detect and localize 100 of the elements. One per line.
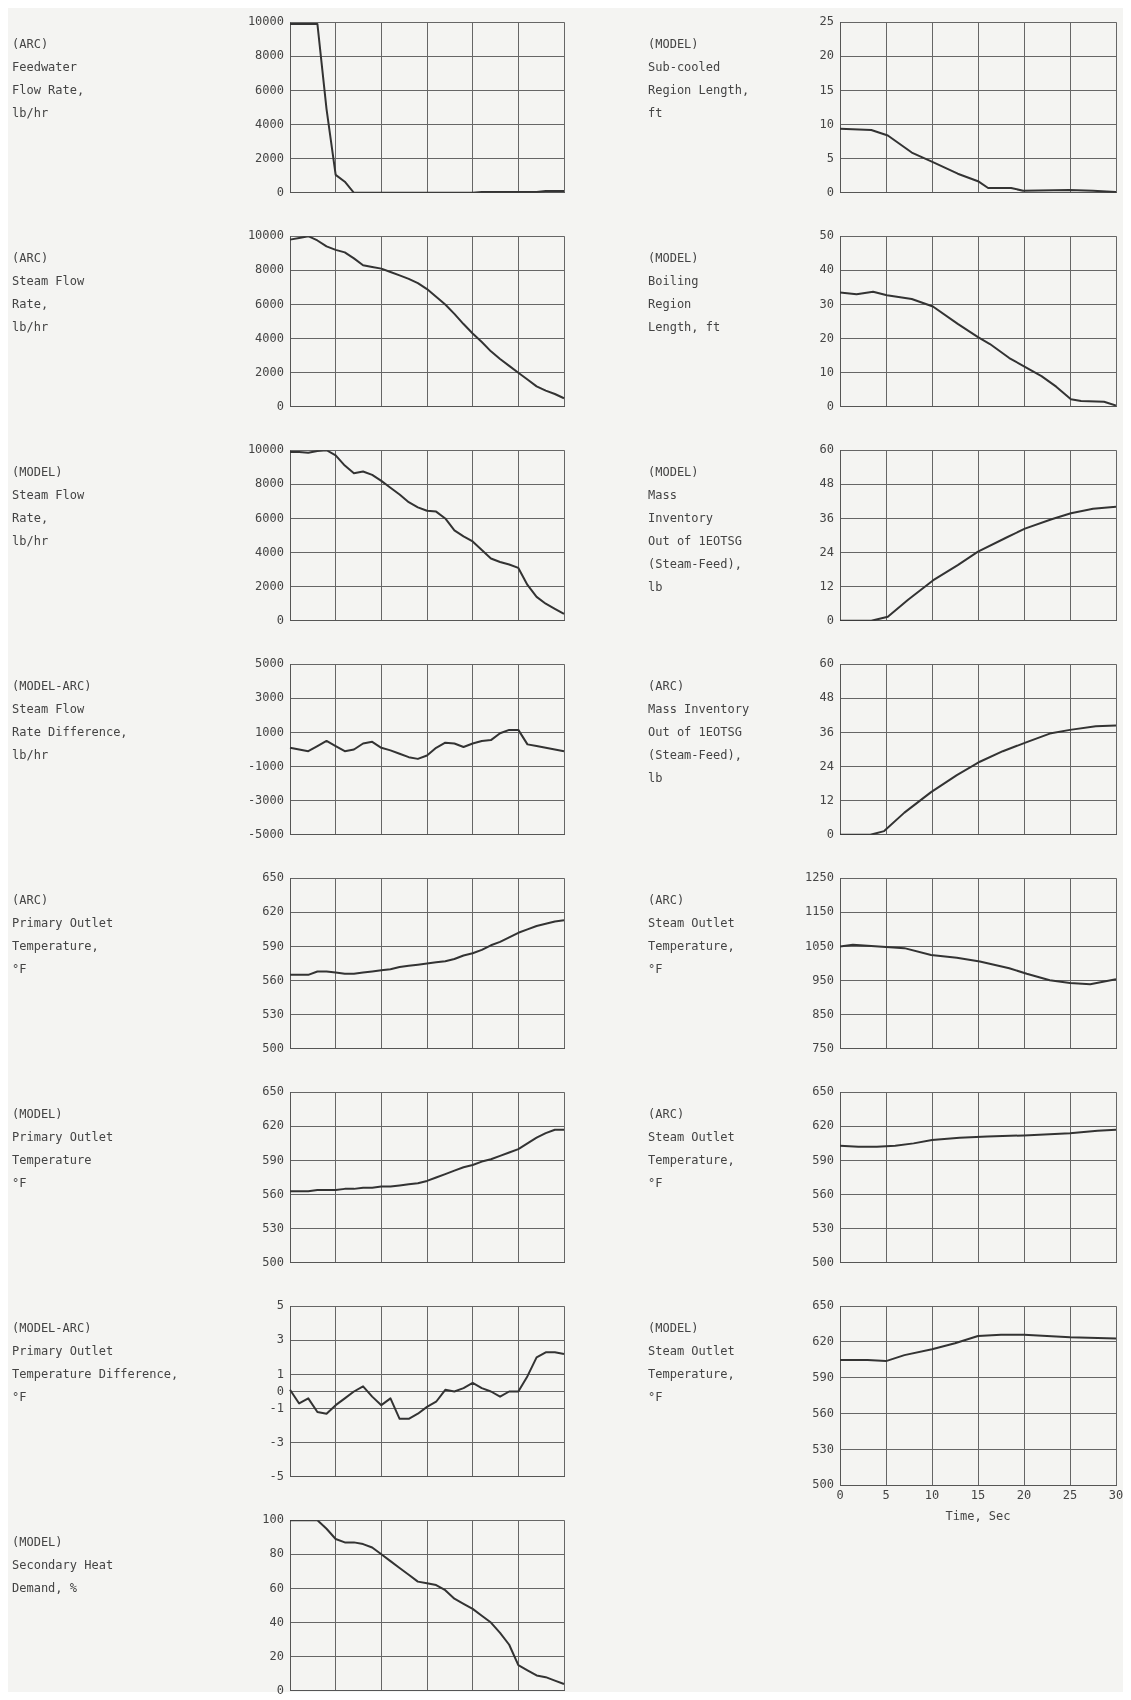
y-tick-label: 10000 (247, 442, 284, 457)
y-tick-label: 750 (812, 1040, 834, 1055)
y-tick-label: 0 (826, 184, 834, 199)
y-tick-label: 530 (812, 1220, 834, 1235)
y-tick-label: 8000 (255, 48, 284, 63)
y-tick-label: 650 (262, 870, 284, 885)
y-tick-label: 25 (819, 14, 834, 29)
y-tick-label: 40 (269, 1614, 284, 1629)
y-tick-label: 620 (262, 1118, 284, 1133)
y-tick-label: -3000 (247, 792, 284, 807)
y-tick-label: 30 (819, 296, 834, 311)
y-tick-label: 500 (812, 1477, 834, 1492)
y-tick-label: 24 (819, 544, 834, 559)
y-tick-label: 12 (819, 792, 834, 807)
y-tick-label: 60 (269, 1580, 284, 1595)
y-tick-label: 560 (812, 1405, 834, 1420)
y-axis-title: (MODEL-ARC) Steam Flow Rate Difference, lb/hr (12, 678, 129, 764)
y-axis-title: (MODEL) Mass Inventory Out of 1EOTSG (Steam-Feed), lb (648, 464, 743, 596)
y-axis-title: (MODEL) Boiling Region Length, ft (648, 250, 722, 336)
y-tick-label: 620 (262, 904, 284, 919)
y-tick-label: 12 (819, 578, 834, 593)
y-tick-label: 850 (812, 1006, 834, 1021)
y-tick-label: 3000 (255, 690, 284, 705)
y-tick-label: 10000 (247, 228, 284, 243)
y-tick-label: 1 (276, 1366, 284, 1381)
x-tick-label: 20 (1016, 1487, 1032, 1502)
y-tick-label: 2000 (255, 578, 284, 593)
y-tick-label: 0 (826, 398, 834, 413)
y-axis-title: (MODEL) Steam Outlet Temperature, °F (648, 1320, 736, 1406)
y-tick-label: 24 (819, 758, 834, 773)
y-tick-label: 5000 (255, 656, 284, 671)
y-axis-title: (ARC) Primary Outlet Temperature, °F (12, 892, 115, 978)
y-tick-label: 530 (262, 1006, 284, 1021)
y-tick-label: 3 (276, 1332, 284, 1347)
y-tick-label: 530 (812, 1441, 834, 1456)
y-tick-label: -1 (269, 1400, 284, 1415)
y-tick-label: 560 (262, 972, 284, 987)
y-tick-label: 650 (812, 1298, 834, 1313)
x-tick-label: 5 (882, 1487, 890, 1502)
x-tick-label: 15 (970, 1487, 986, 1502)
y-tick-label: 620 (812, 1334, 834, 1349)
y-tick-label: 60 (819, 656, 834, 671)
y-tick-label: 0 (826, 826, 834, 841)
y-tick-label: 20 (819, 48, 834, 63)
x-tick-label: 25 (1062, 1487, 1078, 1502)
y-tick-label: 2000 (255, 364, 284, 379)
y-tick-label: 0 (826, 612, 834, 627)
y-tick-label: 36 (819, 724, 834, 739)
y-tick-label: 590 (812, 1152, 834, 1167)
y-axis-title: (MODEL) Sub-cooled Region Length, ft (648, 36, 751, 122)
y-axis-title: (ARC) Steam Flow Rate, lb/hr (12, 250, 86, 336)
y-tick-label: 500 (262, 1254, 284, 1269)
y-axis-title: (MODEL) Steam Flow Rate, lb/hr (12, 464, 86, 550)
y-tick-label: -5 (269, 1468, 284, 1483)
y-tick-label: 950 (812, 972, 834, 987)
y-tick-label: 20 (819, 330, 834, 345)
y-tick-label: -1000 (247, 758, 284, 773)
y-tick-label: 40 (819, 262, 834, 277)
y-axis-title: (ARC) Steam Outlet Temperature, °F (648, 892, 736, 978)
y-tick-label: 50 (819, 228, 834, 243)
y-tick-label: 4000 (255, 116, 284, 131)
y-tick-label: 0 (276, 1383, 284, 1398)
x-tick-label: 0 (836, 1487, 844, 1502)
y-tick-label: 0 (276, 1682, 284, 1697)
y-tick-label: 48 (819, 476, 834, 491)
x-axis-title: Time, Sec (945, 1508, 1011, 1523)
y-tick-label: 10000 (247, 14, 284, 29)
y-tick-label: 560 (262, 1186, 284, 1201)
y-tick-label: 1050 (805, 938, 834, 953)
y-tick-label: -5000 (247, 826, 284, 841)
y-tick-label: 500 (262, 1040, 284, 1055)
y-axis-title: (MODEL) Secondary Heat Demand, % (12, 1534, 115, 1597)
y-tick-label: 20 (269, 1648, 284, 1663)
y-tick-label: 10 (819, 116, 834, 131)
y-tick-label: 590 (262, 1152, 284, 1167)
y-tick-label: 6000 (255, 82, 284, 97)
y-axis-title: (MODEL) Primary Outlet Temperature °F (12, 1106, 115, 1192)
x-tick-label: 30 (1108, 1487, 1124, 1502)
y-tick-label: 5 (826, 150, 834, 165)
y-tick-label: 8000 (255, 262, 284, 277)
y-tick-label: 500 (812, 1254, 834, 1269)
y-tick-label: -3 (269, 1434, 284, 1449)
y-tick-label: 4000 (255, 544, 284, 559)
y-tick-label: 1250 (805, 870, 834, 885)
y-tick-label: 1150 (805, 904, 834, 919)
y-tick-label: 60 (819, 442, 834, 457)
y-axis-title: (ARC) Feedwater Flow Rate, lb/hr (12, 36, 86, 122)
y-tick-label: 36 (819, 510, 834, 525)
y-tick-label: 6000 (255, 296, 284, 311)
y-tick-label: 620 (812, 1118, 834, 1133)
y-tick-label: 0 (276, 398, 284, 413)
x-tick-label: 10 (924, 1487, 940, 1502)
y-tick-label: 650 (262, 1084, 284, 1099)
y-tick-label: 590 (262, 938, 284, 953)
y-tick-label: 2000 (255, 150, 284, 165)
y-tick-label: 0 (276, 612, 284, 627)
y-tick-label: 100 (262, 1512, 284, 1527)
y-tick-label: 48 (819, 690, 834, 705)
y-axis-title: (ARC) Mass Inventory Out of 1EOTSG (Steam-Feed), lb (648, 678, 751, 787)
y-tick-label: 530 (262, 1220, 284, 1235)
